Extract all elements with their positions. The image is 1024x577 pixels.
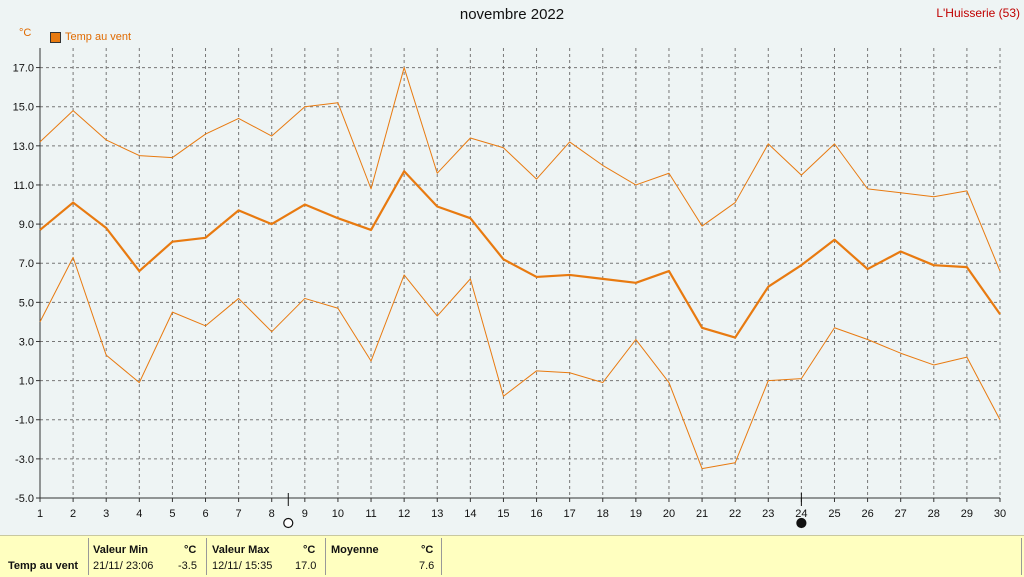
x-tick-label: 20: [663, 508, 675, 520]
x-tick-label: 6: [202, 508, 208, 520]
stats-max-datetime: 12/11/ 15:35: [212, 560, 273, 572]
station-name: L'Huisserie (53): [936, 6, 1020, 20]
y-tick-label: 3.0: [19, 336, 34, 348]
stats-divider: [325, 538, 326, 575]
y-tick-label: -5.0: [15, 493, 34, 505]
y-tick-label: 9.0: [19, 219, 34, 231]
x-tick-label: 30: [994, 508, 1006, 520]
x-tick-label: 7: [236, 508, 242, 520]
x-tick-label: 14: [464, 508, 476, 520]
new-moon-icon: [796, 517, 807, 529]
legend: Temp au vent: [50, 31, 131, 43]
x-tick-label: 10: [332, 508, 344, 520]
x-tick-label: 3: [103, 508, 109, 520]
y-tick-label: 13.0: [13, 141, 34, 153]
stats-avg-unit: °C: [421, 544, 434, 556]
stats-row-label: Temp au vent: [8, 560, 79, 572]
x-tick-label: 1: [37, 508, 43, 520]
x-tick-label: 15: [497, 508, 509, 520]
y-tick-label: 11.0: [13, 180, 34, 192]
y-tick-label: 7.0: [19, 258, 34, 270]
x-tick-label: 13: [431, 508, 443, 520]
x-tick-label: 16: [530, 508, 542, 520]
stats-divider: [1021, 538, 1022, 575]
stats-divider: [206, 538, 207, 575]
legend-swatch: [50, 31, 61, 43]
chart-svg: -5.0 -3.0 -1.0 1.0 3.0 5.0 7.0 9.0 11.0 13.0 15.0 1…: [13, 48, 1006, 529]
x-tick-label: 28: [928, 508, 940, 520]
stats-divider: [441, 538, 442, 575]
y-tick-label: 17.0: [13, 63, 34, 75]
x-tick-label: 11: [365, 508, 376, 520]
series-line-max: [39, 67, 1001, 272]
y-tick-label: 15.0: [13, 102, 34, 114]
stats-panel: Temp au vent Valeur Min °C 21/11/ 23:06 …: [0, 535, 1024, 577]
stats-min-unit: °C: [184, 544, 197, 556]
plot-area: [40, 48, 1000, 498]
full-moon-icon: [283, 517, 294, 529]
series-line-mean: [39, 170, 1001, 339]
x-tick-label: 19: [630, 508, 642, 520]
stats-min-header: Valeur Min: [93, 544, 149, 556]
x-tick-label: 21: [696, 508, 708, 520]
x-tick-label: 5: [169, 508, 175, 520]
y-tick-label: 5.0: [19, 297, 34, 309]
stats-avg-value: 7.6: [419, 560, 435, 572]
legend-label: Temp au vent: [65, 31, 132, 43]
x-tick-label: 17: [564, 508, 576, 520]
series-line-min: [39, 256, 1001, 470]
y-tick-label: -3.0: [15, 454, 34, 466]
x-tick-label: 8: [269, 508, 275, 520]
stats-max-header: Valeur Max: [212, 544, 270, 556]
x-tick-label: 18: [597, 508, 609, 520]
x-tick-label: 24: [795, 508, 807, 520]
x-tick-label: 2: [70, 508, 76, 520]
stats-max-value: 17.0: [295, 560, 317, 572]
y-axis-unit: °C: [19, 27, 32, 39]
stats-min-datetime: 21/11/ 23:06: [93, 560, 154, 572]
x-tick-label: 27: [895, 508, 907, 520]
x-tick-label: 25: [828, 508, 840, 520]
stats-avg-header: Moyenne: [331, 544, 379, 556]
x-tick-label: 4: [136, 508, 142, 520]
chart-title: novembre 2022: [459, 6, 565, 23]
x-tick-label: 23: [762, 508, 774, 520]
y-tick-label: -1.0: [15, 415, 34, 427]
x-tick-label: 12: [398, 508, 410, 520]
x-tick-label: 22: [729, 508, 741, 520]
stats-divider: [88, 538, 89, 575]
y-tick-label: 1.0: [19, 376, 34, 388]
x-tick-label: 26: [861, 508, 873, 520]
x-tick-label: 29: [961, 508, 973, 520]
stats-max-unit: °C: [303, 544, 316, 556]
x-tick-label: 9: [302, 508, 308, 520]
stats-min-value: -3.5: [178, 560, 197, 572]
